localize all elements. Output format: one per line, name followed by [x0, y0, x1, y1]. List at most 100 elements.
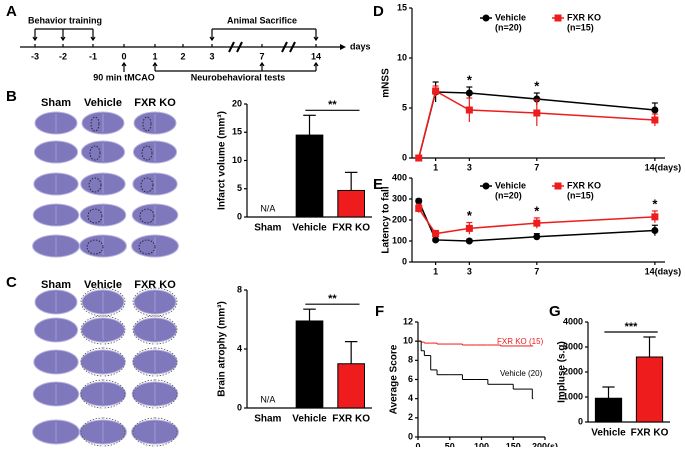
- y-tick-label: 4: [237, 343, 242, 353]
- timeline-tick-label: 1: [152, 51, 157, 61]
- y-axis-title: Average Score: [389, 344, 400, 414]
- y-axis-title: Latency to fall: [381, 186, 392, 253]
- axis-break: [281, 41, 296, 53]
- x-tick-label: 150: [506, 441, 521, 447]
- x-tick-label: Vehicle: [591, 428, 626, 439]
- panel-letter: E: [373, 176, 383, 193]
- arrow-down: [60, 29, 66, 42]
- timeline-label: 90 min tMCAO: [93, 72, 155, 82]
- y-tick-label: 12: [403, 316, 413, 326]
- y-tick-label: 0: [237, 211, 242, 221]
- marker: [415, 197, 423, 205]
- significance-label: *: [652, 196, 658, 211]
- marker: [465, 237, 473, 245]
- atrophy-outline: [80, 417, 126, 447]
- x-tick-label: Sham: [254, 223, 281, 234]
- x-tick-label: 14(days): [645, 162, 682, 172]
- marker: [651, 116, 659, 124]
- marker: [465, 106, 473, 114]
- panel-letter: A: [6, 3, 17, 20]
- atrophy-outline: [132, 347, 178, 377]
- y-axis-title: Infarct volume (mm³): [217, 111, 228, 210]
- x-tick-label: 1: [433, 266, 438, 276]
- panel-letter: B: [6, 88, 17, 105]
- x-tick-label: FXR KO: [332, 223, 370, 234]
- marker: [651, 106, 659, 114]
- axis-break: [228, 41, 243, 53]
- panel-letter: G: [549, 303, 561, 320]
- timeline-tick-label: -3: [31, 51, 39, 61]
- bar: [337, 189, 366, 218]
- x-tick-label: Sham: [254, 414, 281, 425]
- y-tick-label: 15: [232, 127, 242, 137]
- marker: [465, 89, 473, 97]
- infarct-outline: [90, 116, 100, 132]
- x-tick-label: 0: [415, 441, 420, 447]
- infarct-outline: [138, 239, 156, 255]
- y-tick-label: 1000: [563, 391, 583, 401]
- legend-note: (n=15): [567, 190, 594, 200]
- arrow-head: [340, 44, 346, 50]
- x-tick-label: 50: [445, 441, 455, 447]
- arrow-down: [313, 29, 319, 42]
- arrow-down: [32, 29, 38, 42]
- column-header: Vehicle: [84, 279, 122, 291]
- marker: [432, 87, 440, 95]
- legend-note: (n=15): [567, 22, 594, 32]
- marker: [533, 109, 541, 117]
- legend-marker: [554, 182, 562, 190]
- panel-letter: C: [6, 274, 17, 291]
- infarct-outline: [142, 116, 152, 132]
- timeline-tick-label: -1: [89, 51, 97, 61]
- marker: [465, 224, 473, 232]
- infarct-outline: [86, 239, 104, 255]
- y-tick-label: 8: [408, 355, 413, 365]
- timeline-label: Behavior training: [28, 15, 102, 25]
- y-tick-label: 5: [402, 102, 407, 112]
- y-tick-label: 10: [232, 155, 242, 165]
- y-axis-title: Brain atrophy (mm³): [217, 301, 228, 397]
- bar: [295, 134, 324, 218]
- bar: [594, 397, 623, 423]
- y-tick-label: 8: [237, 284, 242, 294]
- y-tick-label: 100: [392, 235, 407, 245]
- marker: [533, 219, 541, 227]
- legend-marker: [482, 14, 490, 22]
- y-tick-label: 0: [408, 431, 413, 441]
- significance-label: **: [328, 99, 337, 111]
- timeline-tick-label: 3: [209, 51, 214, 61]
- timeline-label: Neurobehavioral tests: [191, 72, 286, 82]
- x-tick-label: 14(days): [645, 266, 682, 276]
- y-tick-label: 0: [402, 152, 407, 162]
- timeline-tick-label: 7: [259, 51, 264, 61]
- x-tick-label: 3: [467, 266, 472, 276]
- y-axis-title: Impluse (s.g): [557, 341, 568, 403]
- bar: [337, 363, 366, 409]
- legend-note: (n=20): [495, 22, 522, 32]
- marker: [533, 233, 541, 241]
- atrophy-outline: [80, 315, 126, 345]
- marker: [432, 230, 440, 238]
- column-header: Sham: [41, 279, 71, 291]
- y-tick-label: 2: [408, 412, 413, 422]
- y-tick-label: 0: [578, 416, 583, 426]
- x-tick-label: 3: [467, 162, 472, 172]
- marker: [432, 236, 440, 244]
- significance-label: *: [534, 78, 540, 93]
- significance-label: *: [534, 203, 540, 218]
- y-tick-label: 0: [402, 256, 407, 266]
- timeline-tick-label: -2: [59, 51, 67, 61]
- marker: [415, 154, 423, 162]
- infarct-outline: [140, 177, 154, 193]
- arrow-up: [259, 61, 265, 71]
- y-tick-label: 6: [408, 374, 413, 384]
- infarct-outline: [89, 145, 101, 161]
- y-tick-label: 2000: [563, 366, 583, 376]
- timeline-tick-label: 2: [180, 51, 185, 61]
- legend-note: (n=20): [495, 190, 522, 200]
- x-tick-label: Vehicle: [292, 414, 327, 425]
- value-label: N/A: [260, 394, 275, 404]
- infarct-outline: [88, 177, 102, 193]
- bar: [295, 320, 324, 409]
